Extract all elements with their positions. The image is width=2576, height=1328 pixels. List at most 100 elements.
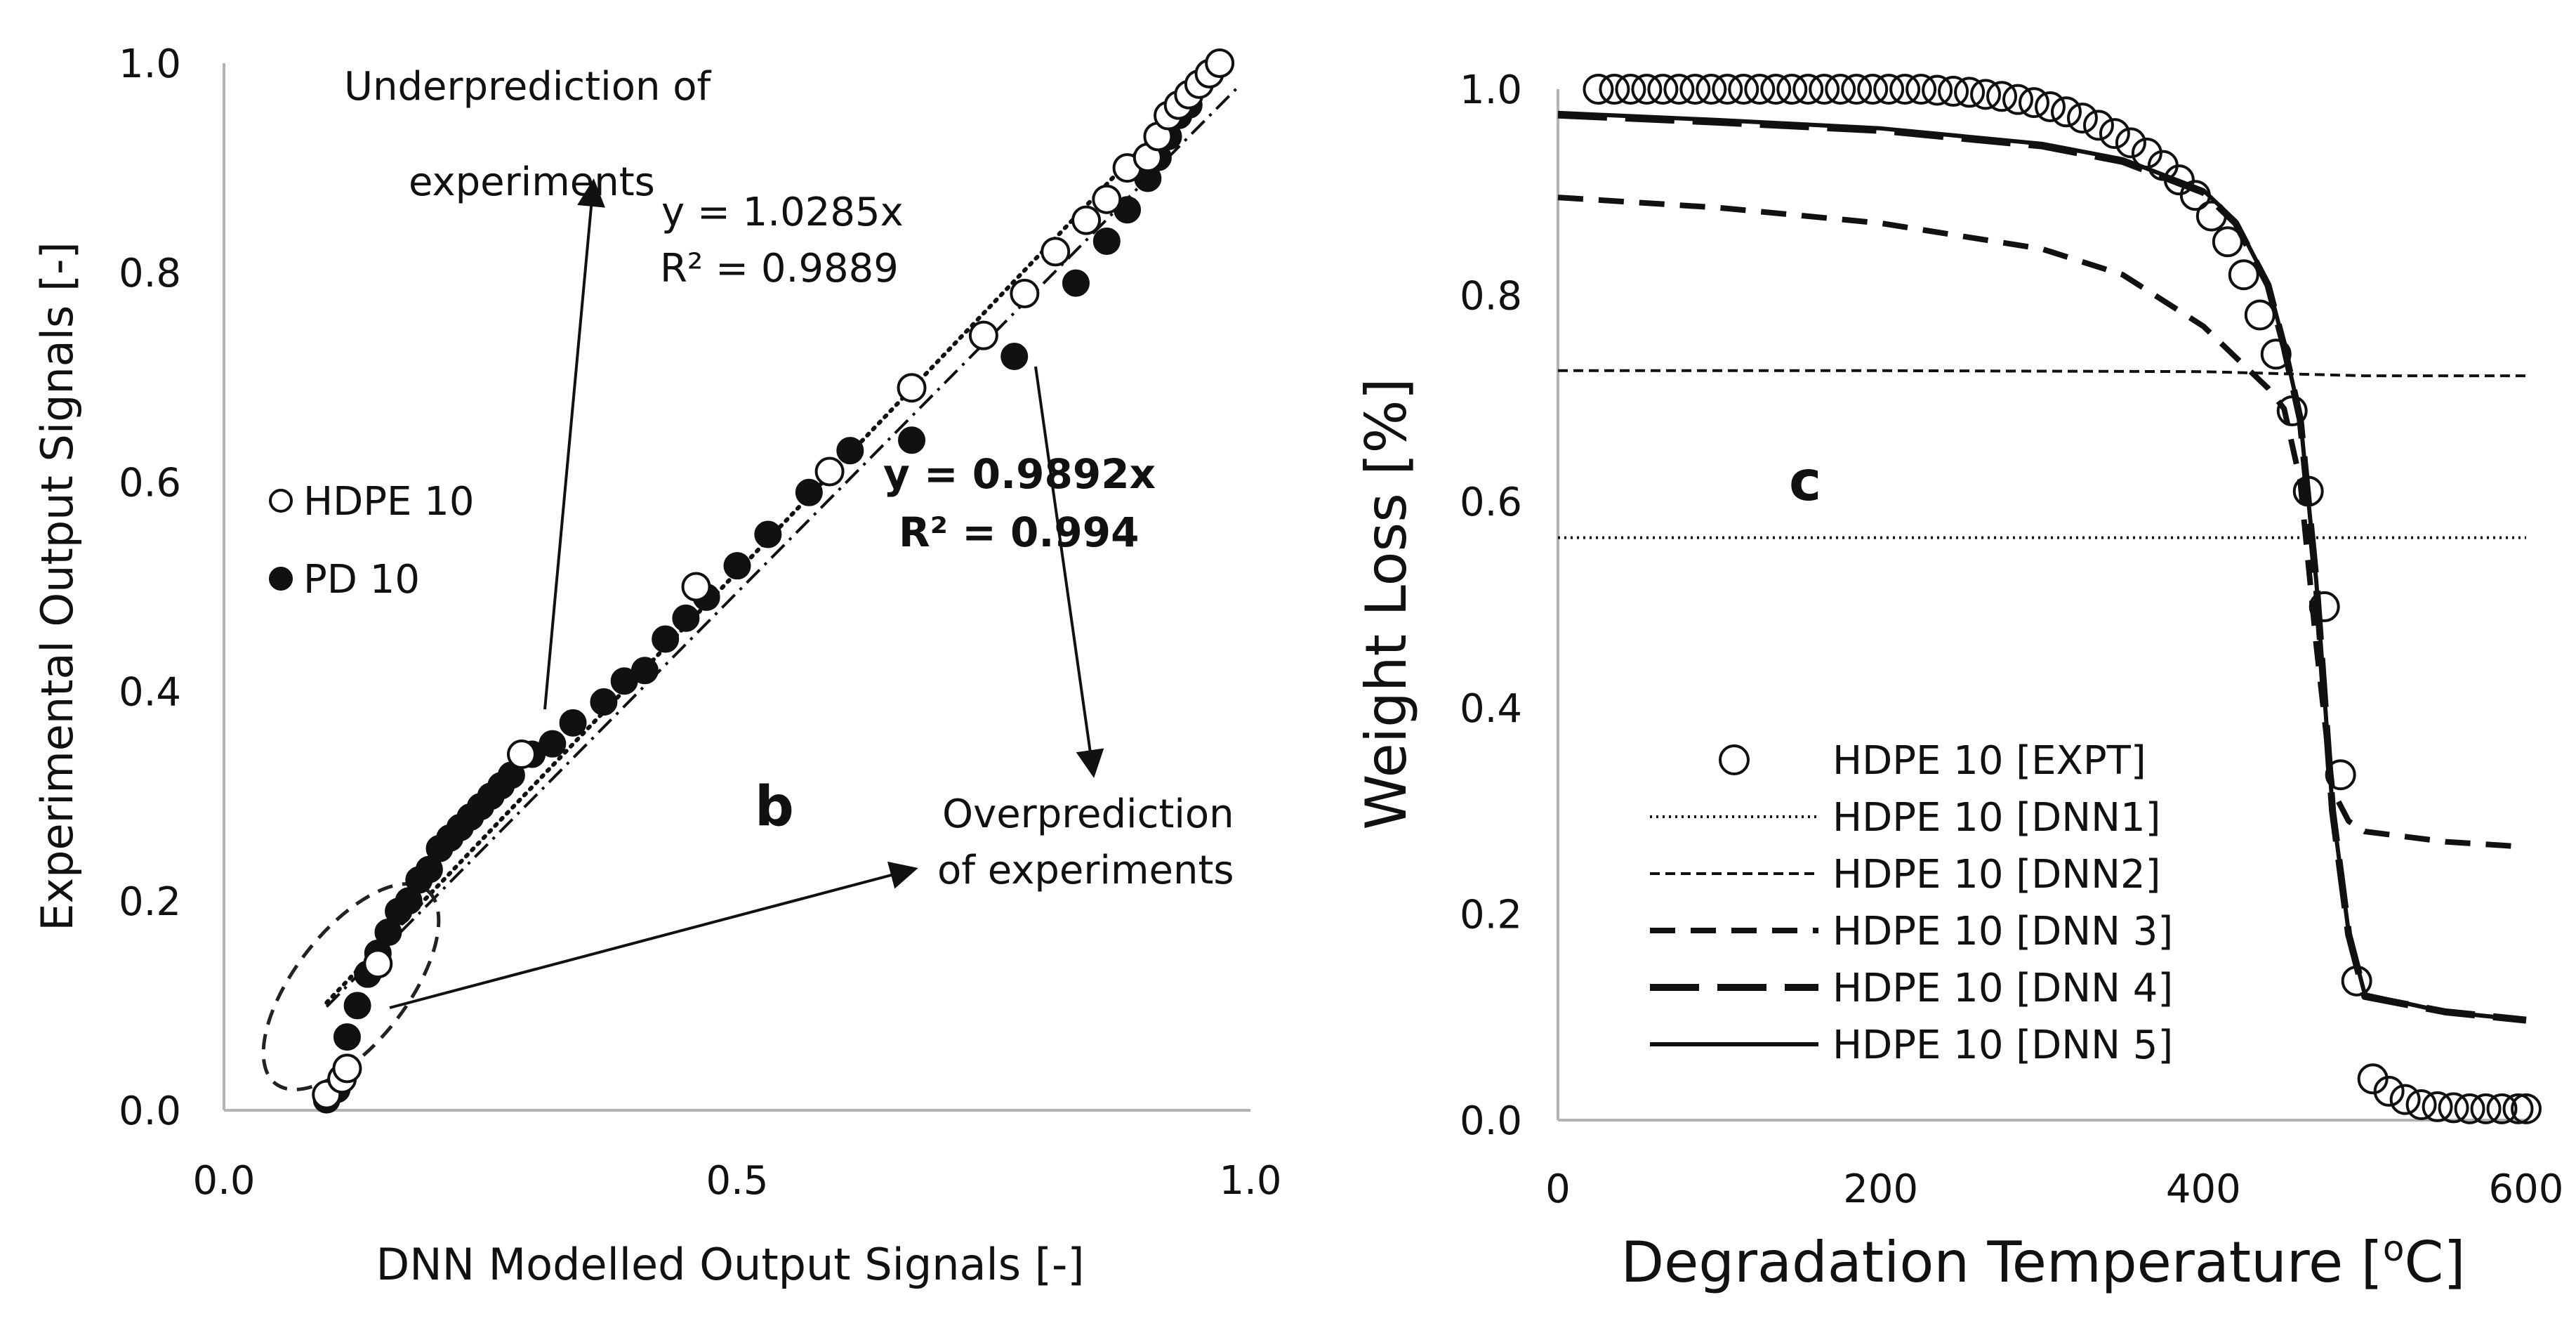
expt-point: [2422, 1091, 2453, 1122]
expt-point: [2405, 1089, 2437, 1120]
hdpe10-point: [968, 320, 998, 350]
hdpe10-point: [1205, 48, 1235, 78]
expt-point: [1599, 74, 1630, 105]
chart-b-y-tick-label: 0.2: [119, 879, 181, 925]
chart-c-x-tick-label: 0: [1545, 1166, 1571, 1212]
pd10-point: [754, 520, 782, 548]
expt-point: [1712, 74, 1743, 105]
legend-label-0: HDPE 10 [EXPT]: [1832, 738, 2146, 784]
chart-b-x-ticks: 0.0 0.5 1.0: [192, 1158, 1281, 1204]
chart-c-y-tick-label: 0.8: [1460, 274, 1522, 320]
chart-c-y-tick-label: 0.2: [1460, 892, 1522, 938]
expt-point: [2179, 180, 2211, 211]
hdpe10-point: [681, 572, 711, 602]
chart-c-legend: HDPE 10 [EXPT] HDPE 10 [DNN1] HDPE 10 [DNN…: [1650, 738, 2173, 1068]
series-line-5: [1557, 110, 2527, 1023]
chart-c-x-title-main: Degradation Temperature [: [1620, 1230, 2382, 1295]
expt-point: [1728, 74, 1759, 105]
hdpe-trend-r2: R² = 0.9889: [660, 246, 899, 291]
expt-point: [2228, 259, 2259, 291]
legend-label-2: HDPE 10 [DNN2]: [1832, 852, 2160, 898]
chart-c-lines: [1557, 110, 2527, 1024]
legend-hdpe10-marker: [269, 489, 293, 513]
chart-b-x-tick-label: 1.0: [1219, 1158, 1281, 1204]
chart-b-points: [312, 48, 1235, 1114]
chart-c-y-tick-label: 0.0: [1460, 1098, 1522, 1144]
expt-point: [2034, 91, 2066, 122]
expt-point: [2470, 1093, 2502, 1124]
expt-point: [1679, 74, 1711, 105]
expt-point: [1615, 74, 1646, 105]
expt-point: [1954, 77, 1986, 108]
expt-point: [2486, 1093, 2518, 1124]
chart-c-y-title: Weight Loss [%]: [1354, 378, 1419, 829]
chart-c-points: [1583, 74, 2542, 1124]
pd10-point: [343, 992, 371, 1020]
hdpe10-point: [1010, 279, 1040, 309]
chart-c-y-tick-label: 0.4: [1460, 686, 1522, 732]
expt-point: [1631, 74, 1663, 105]
expt-point: [2502, 1093, 2534, 1124]
expt-point: [2325, 759, 2356, 791]
chart-b-y-tick-label: 0.4: [119, 670, 181, 716]
chart-b-x-tick-label: 0.0: [192, 1158, 255, 1204]
chart-c-x-tick-label: 600: [2489, 1166, 2564, 1212]
hdpe10-point: [363, 949, 393, 979]
chart-c-x-title-sup: o: [2383, 1228, 2405, 1269]
chart-c-x-tick-label: 200: [1843, 1166, 1918, 1212]
chart-b: 0.0 0.2 0.4 0.6 0.8 1.0 0.0 0.5 1.0 Underpredic…: [32, 41, 1282, 1290]
expt-point: [1922, 74, 1953, 106]
expt-point: [2115, 127, 2146, 159]
pd10-point: [836, 437, 864, 465]
expt-point: [1938, 75, 1969, 107]
legend-label-4: HDPE 10 [DNN 4]: [1832, 966, 2173, 1011]
chart-c-y-ticks: 0.0 0.2 0.4 0.6 0.8 1.0: [1460, 67, 1522, 1144]
expt-point: [2131, 138, 2162, 169]
overprediction-label-line1: Overprediction: [942, 791, 1234, 837]
expt-point: [2389, 1084, 2421, 1115]
expt-point: [2050, 96, 2082, 128]
pd-trendline: [325, 84, 1241, 1008]
underprediction-label-line1: Underprediction of: [344, 64, 712, 110]
underprediction-arrow: [543, 178, 605, 710]
expt-point: [1809, 74, 1840, 105]
expt-point: [2066, 103, 2098, 134]
chart-b-y-ticks: 0.0 0.2 0.4 0.6 0.8 1.0: [119, 41, 181, 1134]
expt-point: [1647, 74, 1679, 105]
expt-point: [1889, 74, 1921, 105]
pd10-point: [898, 426, 926, 454]
chart-c-x-tick-label: 400: [2166, 1166, 2241, 1212]
chart-b-y-tick-label: 0.6: [119, 460, 181, 506]
legend-pd10-marker: [269, 567, 293, 591]
chart-b-x-tick-label: 0.5: [706, 1158, 768, 1204]
pd10-point: [630, 657, 659, 685]
overprediction-arrow: [1034, 366, 1104, 778]
expt-point: [2099, 118, 2130, 150]
expt-point: [1760, 74, 1792, 105]
legend-expt-marker: [1719, 744, 1750, 775]
pd10-point: [539, 730, 567, 758]
hdpe10-point: [1092, 184, 1122, 214]
pd-trend-r2: R² = 0.994: [899, 508, 1140, 556]
expt-point: [1696, 74, 1727, 105]
pd10-point: [1062, 269, 1090, 297]
pd10-point: [795, 478, 823, 506]
hdpe10-point: [897, 373, 927, 403]
chart-b-y-tick-label: 0.8: [119, 251, 181, 296]
expt-point: [2019, 87, 2050, 119]
hdpe10-point: [332, 1053, 362, 1084]
hdpe10-point: [1071, 205, 1102, 235]
expt-point: [2511, 1093, 2542, 1124]
expt-point: [1663, 74, 1695, 105]
expt-point: [1792, 74, 1824, 105]
expt-point: [1776, 74, 1808, 105]
expt-point: [1970, 79, 2002, 110]
chart-c-x-title-tail: C]: [2404, 1230, 2465, 1295]
pd10-point: [559, 709, 587, 737]
pd10-point: [590, 688, 618, 716]
legend-label-5: HDPE 10 [DNN 5]: [1832, 1023, 2173, 1068]
chart-b-y-title: Experimental Output Signals [-]: [32, 242, 83, 931]
expt-point: [1986, 81, 2018, 112]
chart-b-y-tick-label: 1.0: [119, 41, 181, 87]
